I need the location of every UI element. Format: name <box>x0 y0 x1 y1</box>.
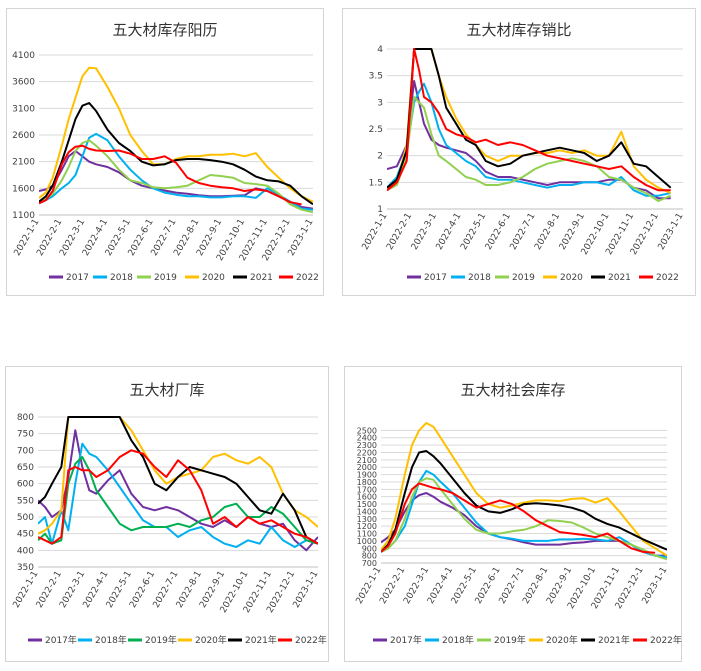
y-tick-label: 1200 <box>357 522 377 531</box>
y-tick-label: 450 <box>17 530 34 540</box>
chart-svg: 3504004505005506006507007508002022-1-120… <box>12 413 327 646</box>
y-tick-label: 600 <box>17 480 34 490</box>
y-tick-label: 2500 <box>357 426 377 435</box>
y-tick-label: 350 <box>17 563 34 573</box>
chart-svg: 11.522.533.542022-1-12022-2-12022-3-1202… <box>361 45 686 283</box>
chart-title: 五大材厂库 <box>129 381 205 399</box>
y-tick-label: 800 <box>362 552 377 561</box>
legend-label: 2020 <box>202 273 225 283</box>
y-tick-label: 1 <box>377 205 383 215</box>
legend-label: 2017 <box>424 273 447 283</box>
legend-label: 2021 <box>250 273 273 283</box>
y-tick-label: 2100 <box>12 158 35 168</box>
y-tick-label: 650 <box>17 463 34 473</box>
y-tick-label: 1600 <box>12 184 35 194</box>
y-tick-label: 1800 <box>357 478 377 487</box>
series-line-2020 <box>38 416 318 535</box>
y-tick-label: 400 <box>17 546 34 556</box>
legend-label: 2020年 <box>195 634 227 646</box>
series-line-2019 <box>381 477 667 561</box>
chart-title: 五大材社会库存 <box>460 381 566 399</box>
legend-label: 2020 <box>560 273 583 283</box>
legend-label: 2019年 <box>145 634 177 646</box>
y-tick-label: 2200 <box>357 448 377 457</box>
legend-label: 2022 <box>296 273 319 283</box>
legend-label: 2022 <box>656 273 679 283</box>
legend-label: 2021年 <box>598 634 630 646</box>
chart-panel-factory-inventory: 五大材厂库 350 400 450 500 550 600 650 700 750 800 2022… <box>5 366 329 662</box>
legend-label: 2019 <box>154 273 177 283</box>
legend-label: 2020年 <box>546 634 578 646</box>
y-tick-label: 1300 <box>357 515 377 524</box>
legend-label: 2017年 <box>390 634 422 646</box>
y-tick-label: 3 <box>377 98 383 108</box>
y-tick-label: 500 <box>17 513 34 523</box>
series-line-2022 <box>38 449 318 545</box>
series-line-2017 <box>38 429 318 552</box>
series-line-2021 <box>39 102 313 206</box>
y-tick-label: 700 <box>362 559 377 568</box>
y-tick-label: 2300 <box>357 441 377 450</box>
series-line-2021 <box>387 48 672 189</box>
y-tick-label: 2.5 <box>369 125 383 135</box>
chart-title: 五大材库存销比 <box>466 21 572 39</box>
y-tick-label: 900 <box>362 544 377 553</box>
chart-title: 五大材库存阳历 <box>112 21 218 39</box>
y-tick-label: 750 <box>17 430 34 440</box>
legend-label: 2018年 <box>442 634 474 646</box>
y-tick-label: 2000 <box>357 463 377 472</box>
y-tick-label: 800 <box>17 413 34 423</box>
y-tick-label: 1500 <box>357 500 377 509</box>
y-tick-label: 1900 <box>357 471 377 480</box>
series-line-2021 <box>38 416 318 545</box>
legend-label: 2021 <box>608 273 631 283</box>
y-tick-label: 4100 <box>12 51 35 61</box>
legend-label: 2019 <box>512 273 535 283</box>
chart-svg: 7008009001000110012001300140015001600170… <box>355 422 682 646</box>
legend-label: 2022年 <box>650 634 682 646</box>
y-tick-label: 1100 <box>357 530 377 539</box>
x-tick-label: 2023-1-1 <box>657 212 686 252</box>
series-line-2017 <box>387 80 671 200</box>
legend-label: 2019年 <box>494 634 526 646</box>
y-tick-label: 1400 <box>357 507 377 516</box>
series-line-2022 <box>39 144 302 206</box>
y-tick-label: 3.5 <box>369 72 383 82</box>
y-tick-label: 4 <box>377 45 383 55</box>
y-tick-label: 550 <box>17 496 34 506</box>
y-tick-label: 1600 <box>357 493 377 502</box>
series-line-2020 <box>381 422 667 557</box>
legend-label: 2017 <box>66 273 89 283</box>
series-line-2019 <box>387 96 672 202</box>
legend-label: 2022年 <box>295 634 327 646</box>
legend-label: 2018 <box>110 273 133 283</box>
y-tick-label: 1100 <box>12 211 35 221</box>
chart-panel-social-inventory: 五大材社会库存 700 800 900 1000 1100 1200 1300 1400 150… <box>344 366 682 662</box>
chart-panel-inventory: 五大材库存阳历 1100 1600 2100 2600 3100 3600 4100 2022… <box>6 8 324 296</box>
y-tick-label: 700 <box>17 446 34 456</box>
series-line-2019 <box>39 139 313 214</box>
legend-label: 2017年 <box>45 634 77 646</box>
series-line-2022 <box>387 48 671 192</box>
y-tick-label: 1700 <box>357 485 377 494</box>
chart-panel-inventory-sales-ratio: 五大材库存销比 1 1.5 2 2.5 3 3.5 4 2022-1-1 2022-2-1 202… <box>342 8 696 296</box>
series-line-2022 <box>381 482 656 554</box>
series-line-2021 <box>381 450 667 553</box>
legend-label: 2018 <box>468 273 491 283</box>
y-tick-label: 2400 <box>357 434 377 443</box>
y-tick-label: 2600 <box>12 131 35 141</box>
chart-svg: 11001600210026003100360041002022-1-12022… <box>12 51 319 283</box>
y-tick-label: 3100 <box>12 104 35 114</box>
y-tick-label: 1.5 <box>369 178 383 188</box>
y-tick-label: 3600 <box>12 78 35 88</box>
y-tick-label: 1000 <box>357 537 377 546</box>
y-tick-label: 2100 <box>357 456 377 465</box>
legend-label: 2021年 <box>245 634 277 646</box>
y-tick-label: 2 <box>377 152 383 162</box>
legend-label: 2018年 <box>95 634 127 646</box>
series-line-2018 <box>39 132 313 211</box>
